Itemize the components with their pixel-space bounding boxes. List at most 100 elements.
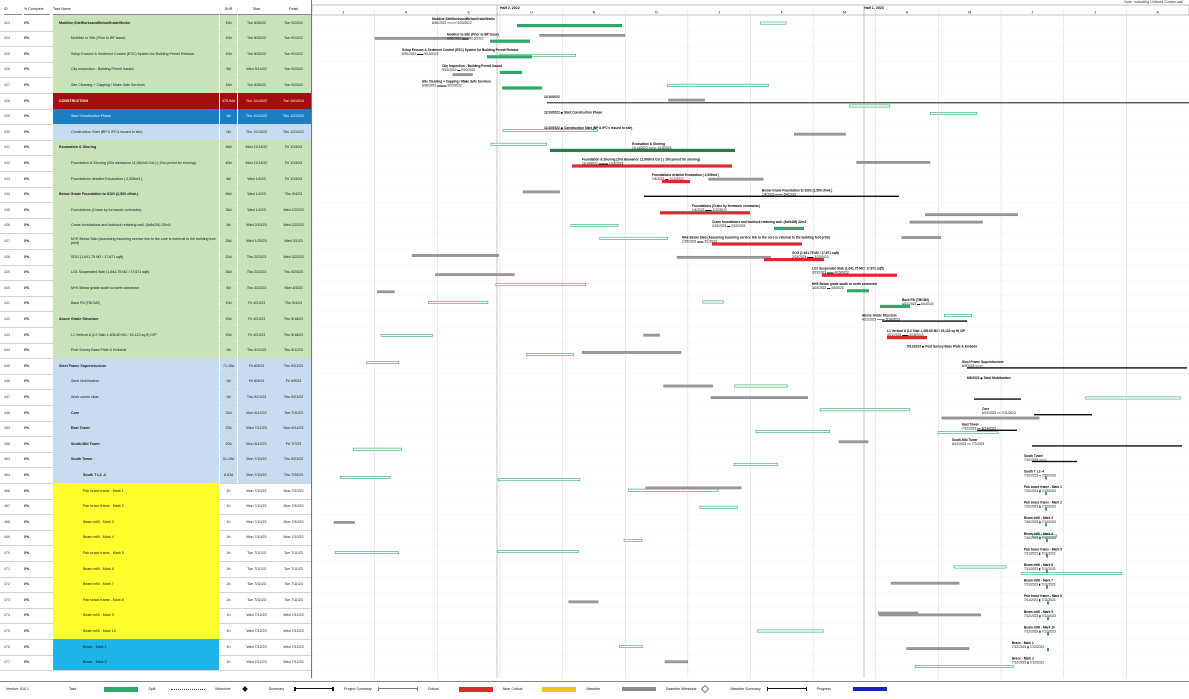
task-name[interactable]: CONSTRUCTION [53,93,219,109]
task-name[interactable]: South Tower [53,451,219,468]
task-row[interactable]: 423 0% Mobilize,SiteWorksandBelowGradeWork… [0,15,312,32]
task-name[interactable]: Foundations detailed Excavation ( 2,535m… [53,171,219,187]
task-percent-complete[interactable]: 0% [24,441,30,446]
task-name[interactable]: Pair brace frame - Mark 2 [53,498,219,515]
task-id[interactable]: 474 [4,613,10,618]
task-percent-complete[interactable]: 0% [24,83,30,88]
task-row[interactable]: 447 0% Work zones clear 0d Thu 9/21/23 Thu 9/… [0,389,312,406]
task-row[interactable]: 477 0% Brace - Mark 2 1h Wed 7/12/23 Wed 7/12… [0,654,312,672]
task-percent-complete[interactable]: 0% [24,98,30,103]
task-row[interactable]: 428 0% CONSTRUCTION 475.94d Thu 11/10/22 Tue … [0,93,312,110]
task-row[interactable]: 444 0% Post Survey Base Plate & Embeds 0d Th… [0,342,312,360]
task-name[interactable]: Foundations (Crane by formwork contracto… [53,202,219,218]
task-name[interactable]: M+E Below Slab (Assuming Incoming servic… [53,233,219,249]
task-start[interactable]: Thu 11/10/22 [238,124,275,140]
task-name[interactable]: Start Construction Phase [53,108,219,125]
task-id[interactable]: 447 [4,395,10,400]
task-name[interactable]: Pair brace frame - Mark 1 [53,483,219,499]
task-finish[interactable]: Mon 8/14/23 [275,420,312,437]
task-name[interactable]: Beam infill - Mark 6 [53,561,219,577]
task-name[interactable]: South T L2 -4 [53,467,219,483]
task-start[interactable]: Wed 7/12/23 [246,613,267,618]
task-percent-complete[interactable]: 0% [24,270,30,275]
task-name[interactable]: Beam infill - Mark 4 [53,529,219,546]
task-finish[interactable]: Tue 10/10/24 [275,93,312,109]
task-row[interactable]: 442 0% Above Grade Structure 20d Fri 4/21/23… [0,311,312,328]
task-start[interactable]: Wed 1/25/23 [238,233,275,249]
task-finish[interactable]: Thu 11/10/22 [275,108,312,125]
task-row[interactable]: 432 0% Foundation & Shoring (20d allowance… [0,155,312,172]
task-start[interactable]: Tue 7/11/23 [247,551,266,556]
task-finish[interactable]: Tue 9/20/22 [275,15,312,31]
task-row[interactable]: 443 0% L1 Vertical & (L2 Slab 1,405.80 M2 … [0,327,312,344]
task-row[interactable]: 474 0% Beam infill - Mark 9 1h Wed 7/12/23 We… [0,607,312,625]
task-id[interactable]: 446 [4,379,10,384]
task-start[interactable]: Tue 8/30/22 [238,30,275,47]
task-name[interactable]: Below Grade Foundation to SOG (2,500 cf/… [53,186,219,203]
task-name[interactable]: Work zones clear [53,389,219,405]
task-name[interactable]: City Inspection - Building Permit Issued [53,61,219,78]
task-name[interactable]: L1 Vertical & (L2 Slab 1,405.80 M2 / 15,… [53,327,219,343]
task-start[interactable]: Mon 6/12/23 [238,436,275,452]
task-duration[interactable]: 46d [220,139,237,156]
col-header-dur[interactable]: DUR [220,5,237,15]
task-percent-complete[interactable]: 0% [24,129,30,134]
task-start[interactable]: Thu 3/23/23 [238,280,275,296]
task-row[interactable]: 467 0% Pair brace frame - Mark 2 1h Mon 7/10… [0,498,312,516]
task-id[interactable]: 427 [4,83,10,88]
task-percent-complete[interactable]: 0% [24,239,30,244]
task-finish[interactable]: Fri 7/7/23 [275,436,312,452]
task-percent-complete[interactable]: 0% [24,582,30,587]
task-id[interactable]: 433 [4,176,10,181]
task-percent-complete[interactable]: 0% [24,207,30,212]
task-name[interactable]: Mobilize,SiteWorksandBelowGradeWorks [53,15,219,31]
task-start[interactable]: Mon 7/10/23 [246,519,267,524]
task-row[interactable]: 425 0% Setup Erosion & Sediment Control (E… [0,46,312,63]
task-start[interactable]: Fri 4/21/23 [238,295,275,312]
task-percent-complete[interactable]: 0% [24,488,30,493]
task-duration[interactable]: 25d [220,233,237,249]
task-name[interactable]: Brace - Mark 2 [53,654,219,671]
task-start[interactable]: Wed 1/4/23 [238,171,275,187]
col-header-id[interactable]: ID [4,5,22,15]
task-percent-complete[interactable]: 0% [24,566,30,571]
task-row[interactable]: 470 0% Pair brace frame - Mark 5 1h Tue 7/11… [0,545,312,562]
task-name[interactable]: SOG (1,641.75 M2 / 17,671 sqft) [53,249,219,265]
task-finish[interactable]: Mon 7/10/23 [283,535,304,540]
task-name[interactable]: LO1 Suspended Slab (1,641.75 M2 / 17,671… [53,264,219,281]
task-duration[interactable]: 20d [220,311,237,327]
task-duration[interactable]: 23d [220,420,237,437]
task-percent-complete[interactable]: 0% [24,363,30,368]
col-header-name[interactable]: Task Name [53,5,219,15]
task-name[interactable]: Foundation & Shoring (20d allowance 11,0… [53,155,219,171]
task-name[interactable]: Brace - Mark 1 [53,639,219,655]
task-duration[interactable]: 10d [220,295,237,312]
task-duration[interactable]: 1h [226,519,231,524]
pane-divider[interactable] [311,0,312,678]
task-duration[interactable]: 1h [226,504,231,509]
task-percent-complete[interactable]: 0% [24,176,30,181]
task-start[interactable]: Wed 7/12/23 [238,420,275,437]
task-duration[interactable]: 1h [226,488,231,493]
task-start[interactable]: Wed 7/12/23 [246,660,267,665]
task-finish[interactable]: Thu 9/21/23 [275,451,312,468]
task-duration[interactable]: 22d [220,405,237,421]
task-id[interactable]: 470 [4,551,10,556]
task-row[interactable]: 439 0% LO1 Suspended Slab (1,641.75 M2 / 1… [0,264,312,282]
task-id[interactable]: 472 [4,582,10,587]
task-id[interactable]: 466 [4,488,10,493]
task-duration[interactable]: 0d [220,389,237,405]
task-duration[interactable]: 0d [220,108,237,125]
task-id[interactable]: 467 [4,504,10,509]
task-start[interactable]: Thu 2/23/23 [238,264,275,281]
task-name[interactable]: Beam infill - Mark 7 [53,576,219,593]
task-start[interactable]: Fri 4/21/23 [238,327,275,343]
task-finish[interactable]: Tue 7/11/23 [275,405,312,421]
task-id[interactable]: 448 [4,410,10,415]
task-id[interactable]: 468 [4,519,10,524]
task-percent-complete[interactable]: 0% [24,473,30,478]
task-start[interactable]: Wed 7/12/23 [246,629,267,634]
task-name[interactable]: Pair brace frame - Mark 8 [53,592,219,608]
task-start[interactable]: Mon 11/14/22 [238,155,275,171]
task-finish[interactable]: Thu 4/20/23 [275,264,312,281]
